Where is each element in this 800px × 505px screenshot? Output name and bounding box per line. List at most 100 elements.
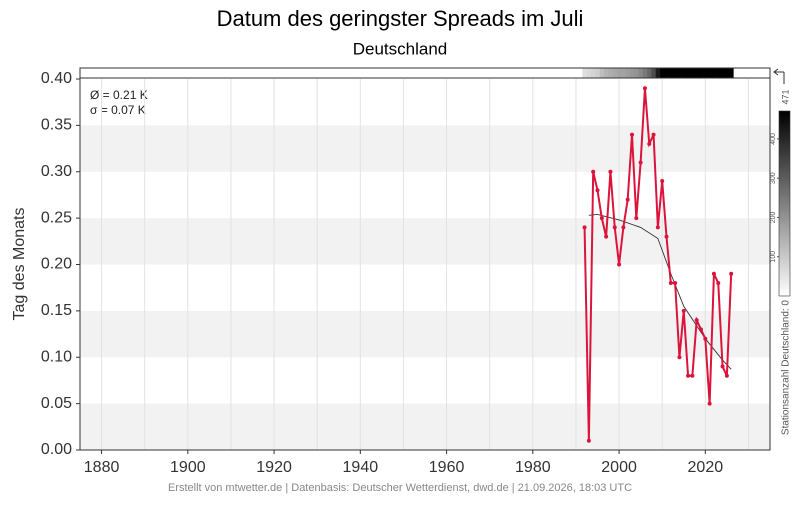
station-cell	[612, 68, 618, 78]
station-cell	[651, 68, 657, 78]
x-tick-label: 1880	[84, 459, 120, 476]
x-tick-label: 1940	[343, 459, 379, 476]
y-tick-label: 0.00	[41, 441, 72, 458]
data-point	[707, 401, 712, 406]
station-cell	[655, 68, 661, 78]
y-tick-label: 0.05	[41, 395, 72, 412]
station-cell	[634, 68, 639, 78]
station-cell	[625, 68, 631, 78]
data-point	[681, 308, 686, 313]
data-point	[586, 438, 591, 443]
data-point	[686, 373, 691, 378]
station-cell	[716, 68, 721, 78]
station-cell	[616, 68, 622, 78]
station-cell	[603, 68, 609, 78]
station-cell	[591, 68, 596, 78]
footer: Erstellt von mtwetter.de | Datenbasis: D…	[168, 482, 632, 494]
data-point	[677, 355, 682, 360]
annotation: Ø = 0.21 K	[90, 88, 148, 102]
y-tick-label: 0.10	[41, 348, 72, 365]
x-tick-label: 1960	[429, 459, 465, 476]
y-tick-label: 0.35	[41, 117, 72, 134]
grid-band	[80, 310, 770, 358]
data-point	[617, 262, 622, 267]
station-cell	[672, 68, 678, 78]
station-cell	[685, 68, 691, 78]
x-tick-label: 1920	[256, 459, 292, 476]
grid-band	[80, 125, 770, 172]
station-cell	[629, 68, 635, 78]
data-point	[582, 225, 587, 230]
y-tick-label: 0.15	[41, 302, 72, 319]
data-point	[591, 169, 596, 174]
station-cell	[664, 68, 669, 78]
station-cell	[698, 68, 704, 78]
data-point	[634, 216, 639, 221]
data-point	[599, 216, 604, 221]
data-point	[690, 373, 695, 378]
station-cell	[660, 68, 665, 78]
data-point	[604, 234, 609, 239]
data-point	[642, 86, 647, 91]
chart-subtitle: Deutschland	[353, 39, 448, 58]
data-point	[716, 281, 721, 286]
y-tick-label: 0.40	[41, 70, 72, 87]
arrow	[773, 68, 785, 84]
data-point	[655, 225, 660, 230]
data-point	[638, 160, 643, 165]
plot-frame	[79, 67, 771, 451]
station-cell	[677, 68, 682, 78]
station-cell	[608, 68, 613, 78]
data-point	[711, 271, 716, 276]
colorbar-max-label: 471	[780, 89, 790, 104]
station-cell	[707, 68, 713, 78]
data-point	[595, 188, 600, 193]
colorbar-tick-label: 300	[770, 172, 777, 184]
data-point	[625, 197, 630, 202]
y-tick-label: 0.30	[41, 163, 72, 180]
data-point	[630, 132, 634, 137]
data-point	[660, 179, 665, 184]
data-point	[729, 271, 734, 276]
data-point	[699, 327, 703, 332]
station-cell	[724, 68, 730, 78]
data-point	[703, 336, 708, 341]
station-cell	[681, 68, 687, 78]
station-cell	[599, 68, 605, 78]
station-cell	[586, 68, 592, 78]
data-point	[608, 169, 613, 174]
station-cell	[668, 68, 674, 78]
y-tick-label: 0.25	[41, 209, 72, 226]
data-point	[621, 225, 626, 230]
data-point	[647, 141, 652, 146]
grid-band	[80, 403, 770, 450]
station-cell	[711, 68, 717, 78]
x-tick-label: 2000	[601, 459, 637, 476]
colorbar-label: Stationsanzahl Deutschland: 0	[781, 300, 792, 436]
station-cell	[595, 68, 600, 78]
grid-band	[80, 218, 770, 265]
data-point	[612, 225, 617, 230]
colorbar-tick-label: 200	[770, 212, 777, 224]
data-point	[724, 373, 729, 378]
station-cell	[690, 68, 695, 78]
colorbar	[778, 110, 791, 297]
station-cell	[642, 68, 648, 78]
station-cell	[729, 68, 734, 78]
annotation: σ = 0.07 K	[90, 103, 146, 117]
chart-title: Datum des geringster Spreads im Juli	[217, 6, 584, 31]
colorbar-tick-label: 100	[770, 251, 777, 263]
y-axis-label: Tag des Monats	[11, 208, 28, 321]
data-point	[651, 132, 656, 137]
x-tick-label: 1900	[170, 459, 206, 476]
station-cell	[647, 68, 652, 78]
station-cell	[638, 68, 644, 78]
station-cell	[720, 68, 726, 78]
data-point	[720, 364, 725, 369]
y-tick-label: 0.20	[41, 256, 72, 273]
data-point	[673, 281, 678, 286]
station-cell	[694, 68, 700, 78]
data-point	[668, 281, 673, 286]
colorbar-tick-label: 400	[770, 133, 777, 145]
